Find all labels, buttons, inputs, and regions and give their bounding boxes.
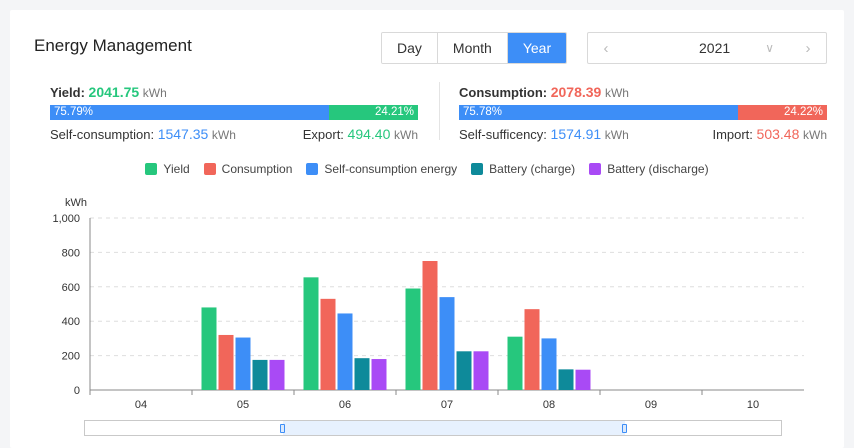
zoom-handle-right[interactable] [622, 424, 627, 433]
page-title: Energy Management [34, 36, 192, 55]
legend-label: Battery (charge) [489, 162, 576, 176]
bar [371, 359, 387, 390]
bar [320, 298, 336, 390]
consumption-split-bar: 75.78% 24.22% [459, 105, 827, 120]
bar [439, 297, 455, 390]
chevron-right-icon[interactable]: › [805, 39, 811, 57]
x-tick-label: 06 [339, 399, 351, 410]
bar [575, 369, 591, 390]
legend-label: Consumption [221, 162, 293, 176]
legend-label: Battery (discharge) [607, 162, 709, 176]
yield-label: Yield: [50, 85, 85, 100]
self-consumption-value: 1547.35 [157, 126, 209, 142]
self-consumption-unit: kWh [211, 128, 236, 142]
bar [303, 277, 319, 390]
export-unit: kWh [394, 128, 418, 142]
import-share: 24.22% [737, 105, 827, 120]
x-tick-label: 04 [135, 399, 147, 410]
bar [473, 351, 489, 390]
bar [235, 337, 251, 390]
legend-swatch [589, 163, 602, 175]
consumption-value: 2078.39 [550, 84, 602, 100]
y-tick-label: 1,000 [52, 213, 80, 225]
bar [337, 313, 353, 390]
consumption-footer: Self-sufficency: 1574.91 kWh Import: 503… [459, 126, 827, 142]
consumption-label: Consumption: [459, 85, 548, 100]
energy-management-card: Energy Management Day Month Year ‹ 2021 … [10, 10, 844, 448]
yield-value: 2041.75 [88, 84, 140, 100]
bar [422, 261, 438, 390]
bar [405, 288, 421, 390]
legend-swatch [145, 163, 158, 175]
y-tick-label: 400 [62, 316, 80, 328]
legend-label: Self-consumption energy [324, 162, 458, 176]
yield-split-bar: 75.79% 24.21% [50, 105, 418, 120]
x-tick-label: 05 [237, 399, 249, 410]
self-sufficiency-label: Self-sufficency: [459, 127, 547, 142]
zoom-selection[interactable] [283, 421, 625, 435]
year-value: 2021 [699, 40, 731, 56]
period-selector: Day Month Year [381, 32, 568, 64]
bar [252, 359, 268, 390]
legend-label: Yield [163, 162, 190, 176]
bar [456, 351, 472, 390]
export-share: 24.21% [328, 105, 418, 120]
zoom-handle-left[interactable] [280, 424, 285, 433]
legend-swatch [306, 163, 319, 175]
consumption-header: Consumption: 2078.39 kWh [459, 84, 827, 102]
bar [201, 307, 217, 390]
self-sufficiency-value: 1574.91 [550, 126, 602, 142]
chevron-down-icon[interactable]: ∨ [765, 41, 774, 55]
bar [354, 358, 370, 390]
y-tick-label: 800 [62, 247, 80, 259]
bar [269, 359, 285, 390]
bar [507, 336, 523, 390]
period-day-button[interactable]: Day [382, 33, 438, 63]
legend-item-battery-charge[interactable]: Battery (charge) [471, 162, 575, 176]
self-consumption-label: Self-consumption: [50, 127, 155, 142]
legend-swatch [471, 163, 484, 175]
import-unit: kWh [803, 128, 827, 142]
self-sufficiency-share: 75.78% [459, 105, 738, 120]
period-month-button[interactable]: Month [437, 33, 508, 63]
year-picker[interactable]: ‹ 2021 ∨ › [587, 32, 827, 64]
bar [558, 369, 574, 390]
chevron-left-icon[interactable]: ‹ [603, 39, 609, 57]
y-tick-label: 200 [62, 351, 80, 363]
consumption-summary: Consumption: 2078.39 kWh 75.78% 24.22% S… [459, 84, 827, 142]
self-sufficiency-unit: kWh [604, 128, 629, 142]
x-tick-label: 09 [645, 399, 657, 410]
panel-divider [439, 82, 440, 140]
export-label: Export: [302, 127, 344, 142]
x-tick-label: 07 [441, 399, 453, 410]
chart-legend: Yield Consumption Self-consumption energ… [10, 162, 844, 176]
bar-chart: kWh 0 200 400 600 800 1,000 04 05 06 07 08 09 10 [52, 197, 804, 410]
legend-item-yield[interactable]: Yield [145, 162, 190, 176]
period-year-button[interactable]: Year [507, 33, 567, 63]
yield-summary: Yield: 2041.75 kWh 75.79% 24.21% Self-co… [50, 84, 418, 142]
bar [541, 338, 557, 390]
y-tick-label: 0 [74, 385, 80, 397]
import-label: Import: [712, 127, 753, 142]
bar [524, 309, 540, 390]
zoom-slider[interactable] [84, 420, 782, 436]
export-value: 494.40 [347, 126, 391, 142]
y-axis-label: kWh [65, 197, 87, 209]
import-value: 503.48 [756, 126, 800, 142]
legend-item-consumption[interactable]: Consumption [203, 162, 293, 176]
legend-item-self-consumption[interactable]: Self-consumption energy [306, 162, 457, 176]
yield-unit: kWh [142, 86, 167, 100]
bar [218, 334, 234, 390]
x-tick-label: 10 [747, 399, 759, 410]
legend-item-battery-discharge[interactable]: Battery (discharge) [589, 162, 709, 176]
yield-header: Yield: 2041.75 kWh [50, 84, 418, 102]
yield-footer: Self-consumption: 1547.35 kWh Export: 49… [50, 126, 418, 142]
x-tick-label: 08 [543, 399, 555, 410]
consumption-unit: kWh [604, 86, 629, 100]
self-consumption-share: 75.79% [50, 105, 329, 120]
legend-swatch [203, 163, 216, 175]
y-tick-label: 600 [62, 282, 80, 294]
